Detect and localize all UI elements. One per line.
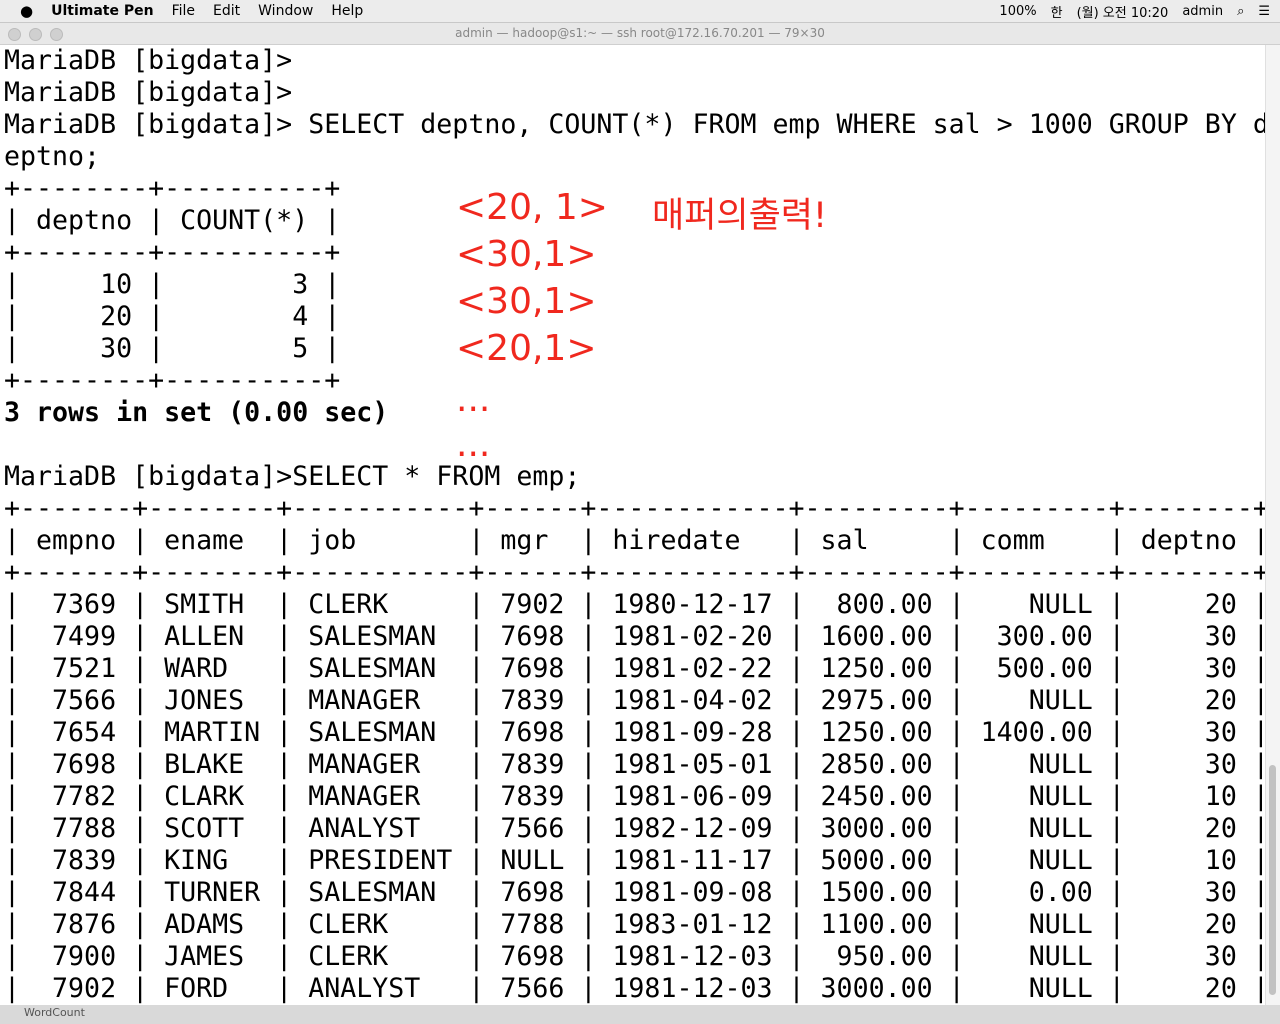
terminal-line: | empno | ename | job | mgr | hiredate |… [4,525,1269,556]
terminal-line: | 7654 | MARTIN | SALESMAN | 7698 | 1981… [4,717,1269,748]
annotation-pair: <30,1> [456,281,597,322]
annotation-note: 매퍼의출력! [652,196,828,236]
terminal-output: MariaDB [bigdata]>SELECT * FROM emp; +---… [4,461,1269,1005]
menu-item[interactable]: Edit [213,3,241,19]
status-area: 100% 한 (월) 오전 10:20 admin ⌕ ☰ [999,0,1270,22]
menu-item[interactable]: Help [331,3,364,19]
terminal-line: | 7839 | KING | PRESIDENT | NULL | 1981-… [4,845,1269,876]
zoom-button[interactable] [50,28,63,41]
terminal-line: +-------+--------+-----------+------+---… [4,493,1269,524]
terminal-line: | 7902 | FORD | ANALYST | 7566 | 1981-12… [4,973,1269,1004]
terminal-line: | 7788 | SCOTT | ANALYST | 7566 | 1982-1… [4,813,1269,844]
terminal-line: MariaDB [bigdata]> [4,77,293,108]
terminal-line: | 20 | 4 | [4,301,341,332]
terminal-line: +-------+--------+-----------+------+---… [4,557,1269,588]
clock[interactable]: (월) 오전 10:20 [1076,5,1169,21]
battery[interactable]: 100% [999,3,1037,19]
annotation-pair: <30,1> [456,234,597,275]
terminal-line: +--------+----------+ [4,365,341,396]
annotation-pair: <20,1> [456,328,597,369]
terminal-line: | 7499 | ALLEN | SALESMAN | 7698 | 1981-… [4,621,1269,652]
terminal-output: MariaDB [bigdata]> MariaDB [bigdata]> Mari… [4,45,1269,429]
terminal-line: | 7521 | WARD | SALESMAN | 7698 | 1981-0… [4,653,1269,684]
terminal-line: +--------+----------+ [4,237,341,268]
search-icon[interactable]: ⌕ [1237,3,1245,19]
terminal-line: | 10 | 3 | [4,269,341,300]
minimize-button[interactable] [29,28,42,41]
window-title-bar: admin — hadoop@s1:~ — ssh root@172.16.70… [0,23,1280,45]
terminal-line: | 7698 | BLAKE | MANAGER | 7839 | 1981-0… [4,749,1269,780]
scroll-thumb[interactable] [1269,765,1276,995]
terminal-line: | 7782 | CLARK | MANAGER | 7839 | 1981-0… [4,781,1269,812]
list-icon[interactable]: ☰ [1258,3,1270,19]
terminal-line: | 30 | 5 | [4,333,341,364]
terminal-line: 3 rows in set (0.00 sec) [4,397,389,428]
terminal-line: MariaDB [bigdata]>SELECT * FROM emp; [4,461,581,492]
terminal-line: | 7900 | JAMES | CLERK | 7698 | 1981-12-… [4,941,1269,972]
dock: WordCount [0,1005,1280,1024]
terminal-line: | deptno | COUNT(*) | [4,205,341,236]
menu-item[interactable]: File [171,3,196,19]
terminal-line: +--------+----------+ [4,173,341,204]
app-menu[interactable]: Ultimate Pen [51,3,154,19]
window-buttons [8,28,63,41]
input-source[interactable]: 한 [1050,5,1063,21]
scrollbar[interactable] [1265,45,1280,1005]
annotation-pair: ... [456,424,491,465]
menu-item[interactable]: Window [258,3,314,19]
terminal-line: eptno; [4,141,101,172]
terminal-line: | 7369 | SMITH | CLERK | 7902 | 1980-12-… [4,589,1269,620]
annotation-pair: <20, 1> [456,187,608,228]
menu-bar: ● Ultimate Pen File Edit Window Help 100… [0,0,1280,23]
terminal-line: | 7844 | TURNER | SALESMAN | 7698 | 1981… [4,877,1269,908]
terminal-line: | 7876 | ADAMS | CLERK | 7788 | 1983-01-… [4,909,1269,940]
terminal-line: MariaDB [bigdata]> [4,45,293,76]
terminal-line: MariaDB [bigdata]> SELECT deptno, COUNT(… [4,109,1269,140]
dock-label[interactable]: WordCount [24,1006,85,1019]
window-title: admin — hadoop@s1:~ — ssh root@172.16.70… [455,26,825,40]
terminal-line: | 7566 | JONES | MANAGER | 7839 | 1981-0… [4,685,1269,716]
apple-menu[interactable]: ● [20,2,34,20]
annotation-pair: ... [456,379,491,420]
user[interactable]: admin [1182,3,1224,19]
close-button[interactable] [8,28,21,41]
